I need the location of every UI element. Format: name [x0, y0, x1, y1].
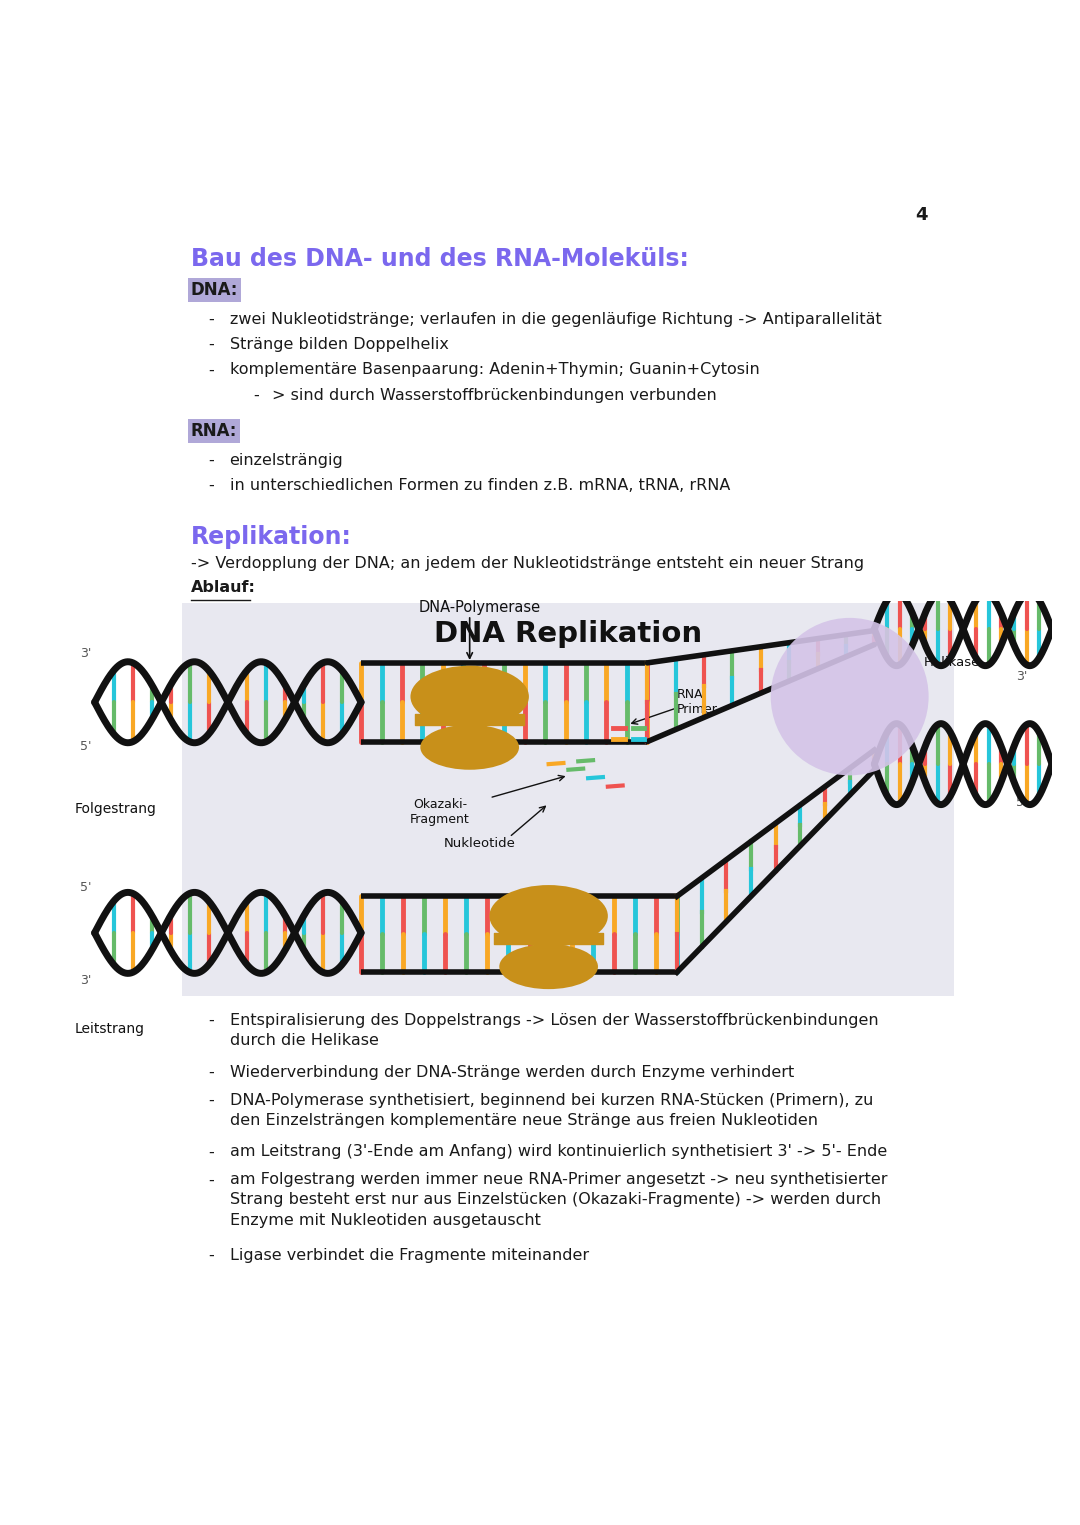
Text: -: -: [253, 387, 258, 403]
Text: RNA:: RNA:: [191, 422, 238, 439]
Text: -: -: [207, 1013, 214, 1028]
Text: -: -: [207, 337, 214, 352]
Ellipse shape: [420, 724, 519, 770]
Text: Wiederverbindung der DNA-Stränge werden durch Enzyme verhindert: Wiederverbindung der DNA-Stränge werden …: [230, 1064, 794, 1080]
Ellipse shape: [410, 666, 529, 727]
Text: -: -: [207, 1247, 214, 1263]
Text: Okazaki-
Fragment: Okazaki- Fragment: [410, 798, 470, 827]
Text: einzelsträngig: einzelsträngig: [230, 453, 343, 468]
Text: -: -: [207, 453, 214, 468]
Text: zwei Nukleotidstränge; verlaufen in die gegenläufige Richtung -> Antiparallelitä: zwei Nukleotidstränge; verlaufen in die …: [230, 311, 881, 326]
Text: Folgestrang: Folgestrang: [75, 802, 157, 816]
Text: Ligase verbindet die Fragmente miteinander: Ligase verbindet die Fragmente miteinand…: [230, 1247, 589, 1263]
Text: 3': 3': [80, 973, 91, 987]
Text: 3': 3': [80, 647, 91, 660]
Text: Bau des DNA- und des RNA-Moleküls:: Bau des DNA- und des RNA-Moleküls:: [191, 247, 689, 271]
Text: 5': 5': [80, 881, 92, 894]
Text: DNA-Polymerase synthetisiert, beginnend bei kurzen RNA-Stücken (Primern), zu
den: DNA-Polymerase synthetisiert, beginnend …: [230, 1093, 873, 1128]
Text: -: -: [207, 1144, 214, 1159]
Text: DNA-Polymerase: DNA-Polymerase: [418, 599, 541, 615]
FancyBboxPatch shape: [181, 604, 954, 996]
Ellipse shape: [499, 944, 598, 990]
Text: Nukleotide: Nukleotide: [444, 837, 515, 851]
Text: DNA Replikation: DNA Replikation: [434, 621, 702, 648]
Text: -: -: [207, 1173, 214, 1188]
Text: -: -: [207, 477, 214, 493]
Text: Helikase: Helikase: [923, 656, 980, 669]
Text: RNA
Primer: RNA Primer: [677, 688, 718, 717]
Text: komplementäre Basenpaarung: Adenin+Thymin; Guanin+Cytosin: komplementäre Basenpaarung: Adenin+Thymi…: [230, 363, 759, 377]
Text: Ablauf:: Ablauf:: [191, 581, 256, 595]
Text: -: -: [207, 1093, 214, 1107]
Text: am Folgestrang werden immer neue RNA-Primer angesetzt -> neu synthetisierter
Str: am Folgestrang werden immer neue RNA-Pri…: [230, 1173, 887, 1228]
Text: -: -: [207, 1064, 214, 1080]
Text: -> Verdopplung der DNA; an jedem der Nukleotidstränge entsteht ein neuer Strang: -> Verdopplung der DNA; an jedem der Nuk…: [191, 555, 864, 570]
Ellipse shape: [489, 884, 608, 947]
Text: 3': 3': [1016, 669, 1027, 683]
Text: 4: 4: [916, 206, 928, 224]
Ellipse shape: [771, 618, 929, 775]
Text: DNA:: DNA:: [191, 281, 239, 299]
Text: in unterschiedlichen Formen zu finden z.B. mRNA, tRNA, rRNA: in unterschiedlichen Formen zu finden z.…: [230, 477, 730, 493]
Text: 5': 5': [80, 740, 92, 753]
Text: -: -: [207, 311, 214, 326]
Text: -: -: [207, 363, 214, 377]
Text: Stränge bilden Doppelhelix: Stränge bilden Doppelhelix: [230, 337, 448, 352]
Text: Leitstrang: Leitstrang: [75, 1022, 145, 1035]
Text: am Leitstrang (3'-Ende am Anfang) wird kontinuierlich synthetisiert 3' -> 5'- En: am Leitstrang (3'-Ende am Anfang) wird k…: [230, 1144, 887, 1159]
Text: > sind durch Wasserstoffbrückenbindungen verbunden: > sind durch Wasserstoffbrückenbindungen…: [272, 387, 717, 403]
Text: Replikation:: Replikation:: [191, 525, 352, 549]
Text: Entspiralisierung des Doppelstrangs -> Lösen der Wasserstoffbrückenbindungen
dur: Entspiralisierung des Doppelstrangs -> L…: [230, 1013, 878, 1048]
Text: 5': 5': [1016, 796, 1027, 810]
